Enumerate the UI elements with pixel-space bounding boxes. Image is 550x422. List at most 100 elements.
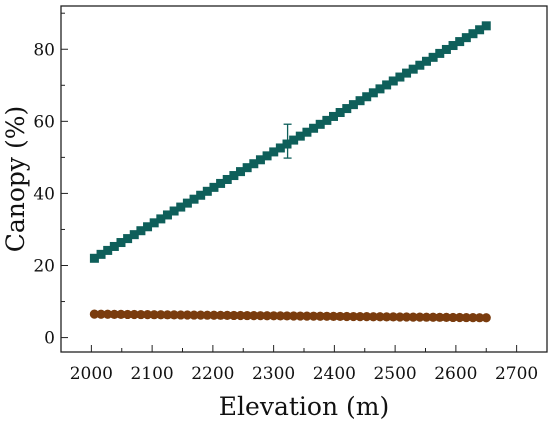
data-point	[335, 108, 345, 118]
data-point	[315, 311, 325, 321]
data-point	[388, 312, 398, 322]
data-point	[89, 309, 100, 319]
data-point	[395, 72, 405, 82]
data-point	[368, 312, 378, 322]
data-point	[249, 159, 259, 169]
data-point	[455, 312, 465, 323]
data-point	[382, 312, 392, 322]
data-point	[116, 238, 126, 248]
data-point	[242, 163, 252, 173]
series-layer	[89, 21, 491, 323]
data-point	[408, 64, 418, 74]
data-point	[255, 155, 265, 165]
data-point	[461, 312, 471, 323]
x-tick-label: 2200	[191, 364, 234, 384]
data-point	[189, 310, 199, 320]
data-point	[455, 37, 465, 47]
y-axis-label: Canopy (%)	[1, 106, 30, 253]
data-point	[441, 44, 451, 54]
data-point	[235, 310, 246, 321]
data-point	[362, 92, 372, 102]
data-point	[342, 311, 352, 322]
data-point	[335, 311, 345, 322]
data-point	[295, 311, 305, 321]
y-tick-label: 0	[44, 329, 55, 349]
data-point	[89, 253, 99, 263]
data-point	[481, 313, 491, 323]
data-point	[402, 68, 412, 78]
x-tick-label: 2000	[70, 364, 113, 384]
data-point	[169, 206, 179, 216]
data-point	[275, 311, 285, 321]
data-point	[216, 178, 226, 188]
data-point	[196, 310, 206, 320]
data-point	[129, 230, 139, 240]
data-point	[355, 96, 365, 106]
data-point	[328, 311, 339, 321]
data-point	[136, 309, 146, 320]
x-axis-label: Elevation (m)	[219, 392, 389, 421]
x-tick-label: 2500	[373, 364, 416, 384]
data-point	[302, 311, 312, 321]
x-tick-label: 2600	[434, 364, 477, 384]
data-point	[242, 310, 252, 321]
data-point	[262, 151, 272, 161]
plot-frame	[60, 5, 548, 353]
data-point	[401, 312, 412, 322]
series-2	[89, 309, 491, 323]
data-point	[468, 313, 478, 323]
data-point	[475, 313, 485, 323]
data-point	[421, 56, 431, 66]
data-point	[302, 127, 312, 137]
data-point	[395, 312, 405, 322]
data-point	[142, 310, 153, 320]
data-point	[222, 174, 232, 184]
data-point	[149, 218, 159, 228]
data-point	[236, 167, 246, 177]
x-tick-label: 2700	[495, 364, 538, 384]
data-point	[116, 309, 126, 320]
data-point	[176, 202, 186, 212]
data-point	[136, 226, 146, 236]
data-point	[123, 234, 133, 244]
data-point	[468, 29, 478, 39]
data-point	[295, 131, 305, 141]
data-point	[415, 312, 425, 322]
data-point	[103, 309, 113, 319]
data-point	[162, 310, 173, 320]
data-point	[289, 135, 299, 145]
data-point	[209, 182, 219, 192]
data-point	[289, 311, 299, 321]
data-point	[368, 88, 378, 98]
data-point	[269, 147, 279, 157]
series-1	[89, 21, 491, 263]
data-point	[348, 100, 358, 110]
data-point	[382, 80, 392, 90]
data-point	[342, 104, 352, 114]
data-point	[315, 119, 325, 129]
data-point	[202, 310, 212, 320]
data-point	[322, 311, 332, 321]
data-point	[475, 25, 485, 35]
data-point	[129, 309, 139, 320]
data-point	[109, 309, 119, 319]
data-point	[196, 190, 206, 200]
data-point	[149, 310, 159, 320]
data-point	[222, 310, 232, 320]
data-point	[448, 41, 458, 51]
data-point	[156, 310, 166, 320]
data-point	[189, 194, 199, 204]
data-point	[169, 310, 179, 320]
data-point	[362, 312, 372, 322]
data-point	[229, 171, 239, 181]
y-tick-label: 80	[33, 40, 55, 60]
data-point	[435, 48, 445, 58]
y-axis: 0 20 40 60 80	[33, 12, 68, 349]
y-tick-label: 20	[33, 257, 55, 277]
data-point	[143, 222, 153, 232]
data-point	[348, 311, 359, 322]
data-point	[448, 312, 458, 323]
data-point	[328, 111, 338, 121]
x-tick-label: 2400	[313, 364, 356, 384]
data-point	[441, 312, 452, 322]
